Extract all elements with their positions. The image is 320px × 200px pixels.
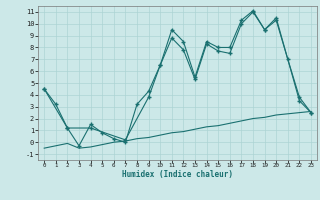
X-axis label: Humidex (Indice chaleur): Humidex (Indice chaleur) (122, 170, 233, 179)
